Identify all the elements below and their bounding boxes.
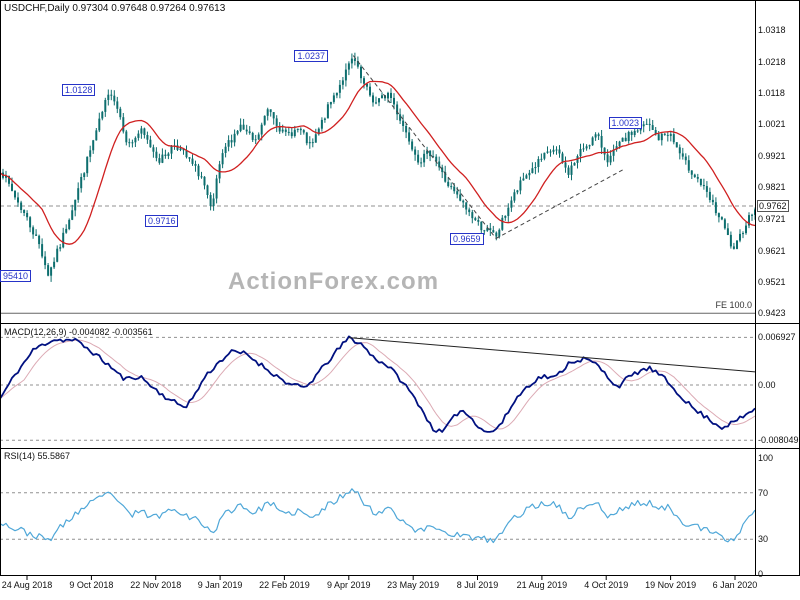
date-axis-label: 23 May 2019 (387, 580, 440, 590)
rsi-axis-label: 30 (758, 534, 769, 545)
price-axis-label: 0.9821 (758, 182, 786, 193)
rsi-axis-label: 70 (758, 487, 769, 498)
macd-indicator-label: MACD(12,26,9) -0.004082 -0.003561 (4, 327, 153, 337)
price-flag: 0.9716 (144, 214, 179, 227)
price-flag: 1.0128 (61, 84, 96, 97)
date-axis-label: 6 Jan 2020 (712, 580, 758, 590)
date-axis-label: 8 Jul 2019 (456, 580, 499, 590)
current-price-tag: 0.9762 (757, 200, 789, 212)
price-axis-label: 0.9423 (758, 308, 786, 319)
price-axis-label: 1.0021 (758, 118, 786, 129)
date-axis-label: 9 Jan 2019 (197, 580, 243, 590)
chart-title: USDCHF,Daily 0.97304 0.97648 0.97264 0.9… (4, 3, 226, 14)
price-axis-label: 0.9521 (758, 277, 786, 288)
price-flag: 1.0237 (294, 49, 328, 62)
date-axis-label: 21 Aug 2019 (516, 580, 568, 590)
price-flag: 0.9659 (449, 232, 484, 245)
price-axis-label: 0.9621 (758, 245, 786, 256)
macd-axis-label: 0.00 (758, 380, 776, 390)
rsi-axis-label: 100 (758, 453, 774, 463)
macd-axis-label: -0.008049 (758, 435, 799, 446)
macd-axis-label: 0.006927 (758, 332, 796, 343)
price-axis-label: 1.0218 (758, 56, 786, 67)
rsi-axis-label: 0 (758, 569, 764, 579)
watermark: ActionForex.com (228, 268, 440, 295)
price-flag: 1.0023 (608, 117, 643, 130)
fibonacci-extension-label: FE 100.0 (715, 300, 752, 310)
price-axis-label: 1.0118 (758, 88, 785, 99)
price-flag: 95410 (0, 269, 32, 282)
date-axis-label: 4 Oct 2019 (584, 580, 629, 590)
date-axis-label: 24 Aug 2018 (1, 580, 53, 590)
price-axis-label: 1.0318 (758, 25, 786, 35)
price-axis-label: 0.9721 (758, 213, 786, 224)
date-axis-label: 19 Nov 2019 (645, 580, 697, 590)
date-axis-label: 22 Nov 2018 (130, 580, 182, 590)
date-axis-label: 22 Feb 2019 (259, 580, 310, 590)
price-axis-label: 0.9921 (758, 150, 786, 161)
date-axis-label: 9 Apr 2019 (327, 580, 371, 590)
rsi-indicator-label: RSI(14) 55.5867 (4, 451, 71, 461)
date-axis-label: 9 Oct 2018 (69, 580, 114, 590)
